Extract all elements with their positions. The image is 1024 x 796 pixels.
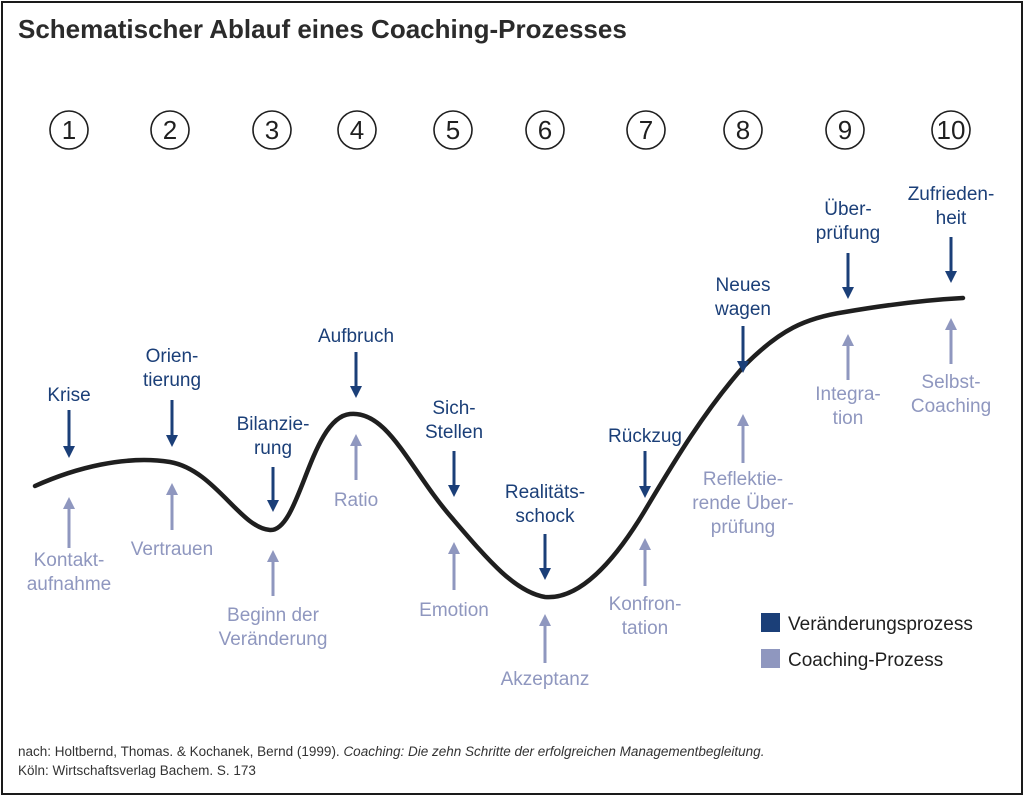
step-5-coaching-label: Emotion (419, 600, 489, 621)
step-2-number-circle (150, 110, 190, 150)
step-10-number-circle (931, 110, 971, 150)
step-7-coaching-label: tation (622, 618, 668, 639)
source-citation: nach: Holtbernd, Thomas. & Kochanek, Ber… (18, 742, 764, 780)
step-1-change-label: Krise (47, 385, 90, 406)
step-8-coaching-label: prüfung (711, 517, 775, 538)
step-5-change-label: Sich- (432, 398, 475, 419)
step-8-change-label: Neues (716, 275, 771, 296)
step-8-number: 8 (736, 115, 750, 145)
source-authors: nach: Holtbernd, Thomas. & Kochanek, Ber… (18, 744, 344, 759)
process-curve (32, 295, 966, 600)
step-4-coaching-label: Ratio (334, 490, 378, 511)
step-5-number: 5 (446, 115, 460, 145)
step-8-coaching-label: Reflektie- (703, 469, 783, 490)
step-10-change-label: heit (936, 208, 967, 229)
step-4-change-label: Aufbruch (318, 326, 394, 347)
step-6-change-label: Realitäts- (505, 482, 585, 503)
step-6-coaching-label: Akzeptanz (501, 669, 590, 690)
step-9: 9 Über-prüfung Integra-tion (815, 110, 881, 429)
step-6-change-label: schock (515, 506, 575, 527)
step-3-change-label: rung (254, 438, 292, 459)
step-10-coaching-label: Selbst- (921, 372, 980, 393)
step-9-change-label: Über- (824, 199, 872, 220)
step-2-coaching-label: Vertrauen (131, 539, 213, 560)
step-1-number-circle (49, 110, 89, 150)
step-7-number: 7 (639, 115, 653, 145)
step-7-coaching-label: Konfron- (609, 594, 682, 615)
source-book-title: Coaching: Die zehn Schritte der erfolgre… (343, 744, 765, 759)
step-3-coaching-label: Veränderung (219, 629, 328, 650)
step-2-change-label: tierung (143, 370, 201, 391)
step-9-coaching-label: tion (833, 408, 864, 429)
step-9-coaching-label: Integra- (815, 384, 880, 405)
step-10: 10 Zufrieden-heit Selbst- Coaching (908, 110, 995, 417)
legend-label-coaching: Coaching-Prozess (788, 650, 943, 671)
step-9-number-circle (825, 110, 865, 150)
legend: Veränderungsprozess Coaching-Prozess (761, 613, 973, 671)
step-6: 6 Realitäts-schock Akzeptanz (501, 110, 590, 690)
step-9-number: 9 (838, 115, 852, 145)
step-7-number-circle (626, 110, 666, 150)
step-5: 5 Sich- Stellen Emotion (419, 110, 489, 621)
step-8-number-circle (723, 110, 763, 150)
step-8-change-label: wagen (714, 299, 771, 320)
step-5-change-label: Stellen (425, 422, 483, 443)
step-3-number-circle (252, 110, 292, 150)
source-line-2: Köln: Wirtschaftsverlag Bachem. S. 173 (18, 763, 256, 778)
step-3: 3 Bilanzie-rung Beginn der Veränderung (219, 110, 328, 650)
step-3-number: 3 (265, 115, 279, 145)
source-line-1: nach: Holtbernd, Thomas. & Kochanek, Ber… (18, 742, 764, 761)
step-4-number: 4 (350, 115, 364, 145)
legend-label-change: Veränderungsprozess (788, 614, 973, 635)
steps-layer: 1 Krise Kontakt-aufnahme 2 Orien-tierung Vert… (27, 110, 995, 690)
step-2-change-label: Orien- (146, 346, 199, 367)
step-4: 4 Aufbruch Ratio (318, 110, 394, 511)
step-1-number: 1 (62, 115, 76, 145)
step-8-coaching-label: rende Über- (692, 493, 793, 514)
step-10-change-label: Zufrieden- (908, 184, 995, 205)
step-1-coaching-label: aufnahme (27, 574, 112, 595)
step-10-number: 10 (937, 115, 966, 145)
step-10-coaching-label: Coaching (911, 396, 991, 417)
step-6-number: 6 (538, 115, 552, 145)
figure-title: Schematischer Ablauf eines Coaching-Proz… (18, 14, 627, 44)
step-1: 1 Krise Kontakt-aufnahme (27, 110, 112, 595)
step-5-number-circle (433, 110, 473, 150)
step-9-change-label: prüfung (816, 223, 880, 244)
step-3-coaching-label: Beginn der (227, 605, 320, 626)
step-7-change-label: Rückzug (608, 426, 682, 447)
step-2-number: 2 (163, 115, 177, 145)
legend-swatch-change (761, 613, 780, 632)
legend-swatch-coaching (761, 649, 780, 668)
step-4-number-circle (337, 110, 377, 150)
step-7: 7 Rückzug Konfron-tation (608, 110, 682, 639)
step-8: 8 Neues wagen Reflektie-rende Über-prüfung (692, 110, 794, 538)
step-2: 2 Orien-tierung Vertrauen (131, 110, 213, 560)
step-1-coaching-label: Kontakt- (34, 550, 105, 571)
step-6-number-circle (525, 110, 565, 150)
step-3-change-label: Bilanzie- (237, 414, 310, 435)
